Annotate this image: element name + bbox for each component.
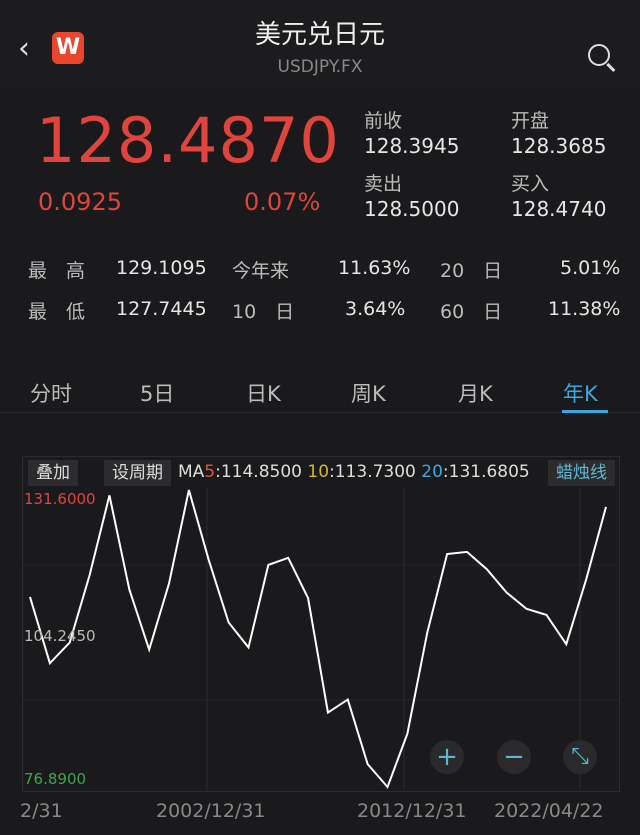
d20-value: 5.01% [560, 257, 621, 279]
back-chevron-icon[interactable]: ‹ [18, 31, 30, 66]
d10-label: 10 日 [232, 301, 295, 323]
d10-value: 3.64% [345, 298, 406, 320]
bid-value: 128.4740 [511, 197, 607, 221]
tab-yearly-k[interactable]: 年K [563, 382, 598, 406]
zoom-out-button[interactable]: − [497, 740, 531, 774]
ma-prefix: MA [178, 462, 205, 482]
prev-close-label: 前收 [364, 110, 403, 132]
tab-daily-k[interactable]: 日K [246, 382, 281, 406]
x-tick-label: 2022/04/22 [494, 800, 604, 822]
page-title: 美元兑日元 [254, 20, 385, 50]
prev-close-value: 128.3945 [364, 134, 460, 158]
ma20-label: 20 [421, 462, 443, 482]
ask-label: 卖出 [364, 173, 403, 195]
set-period-button[interactable]: 设周期 [104, 460, 171, 486]
overlay-button[interactable]: 叠加 [28, 460, 78, 486]
tab-divider [0, 412, 640, 413]
x-tick-label: 2012/12/31 [357, 800, 467, 822]
tab-monthly-k[interactable]: 月K [458, 382, 493, 406]
low-value: 127.7445 [116, 298, 207, 320]
price-change: 0.0925 [38, 188, 122, 216]
high-label: 最 高 [28, 260, 86, 282]
low-label: 最 低 [28, 301, 86, 323]
ma-readout: MA5:114.8500 10:113.7300 20:131.6805 [178, 462, 530, 482]
high-value: 129.1095 [116, 257, 207, 279]
price-change-pct: 0.07% [244, 188, 321, 216]
zoom-in-button[interactable]: + [430, 740, 464, 774]
app-logo[interactable]: W [52, 32, 84, 64]
ma20-value: :131.6805 [442, 462, 530, 482]
ytd-label: 今年来 [232, 260, 290, 282]
ma10-value: :113.7300 [329, 462, 416, 482]
open-label: 开盘 [511, 110, 550, 132]
search-icon[interactable] [588, 44, 610, 66]
x-tick-label: 2/31 [20, 800, 63, 822]
x-tick-label: 2002/12/31 [156, 800, 266, 822]
d60-value: 11.38% [548, 298, 621, 320]
y-min-label: 76.8900 [24, 770, 87, 788]
open-value: 128.3685 [511, 134, 607, 158]
fullscreen-icon[interactable]: ⤡ [563, 740, 597, 774]
chart-area[interactable] [22, 456, 620, 792]
header-bar [0, 0, 640, 88]
bid-label: 买入 [511, 173, 550, 195]
tab-weekly-k[interactable]: 周K [351, 382, 386, 406]
y-mid-label: 104.2450 [24, 627, 96, 645]
ytd-value: 11.63% [338, 257, 411, 279]
last-price: 128.4870 [36, 104, 340, 177]
d60-label: 60 日 [440, 301, 503, 323]
d20-label: 20 日 [440, 260, 503, 282]
price-line [29, 489, 607, 789]
ma5-value: :114.8500 [215, 462, 302, 482]
tab-5day[interactable]: 5日 [140, 382, 175, 406]
ma10-label: 10 [307, 462, 330, 482]
tab-intraday[interactable]: 分时 [30, 382, 72, 406]
symbol-subtitle: USDJPY.FX [277, 57, 363, 77]
ma5-label: 5 [204, 462, 216, 482]
y-max-label: 131.6000 [24, 490, 96, 508]
ask-value: 128.5000 [364, 197, 460, 221]
active-tab-indicator [562, 410, 608, 413]
candlestick-button[interactable]: 蜡烛线 [548, 460, 615, 486]
